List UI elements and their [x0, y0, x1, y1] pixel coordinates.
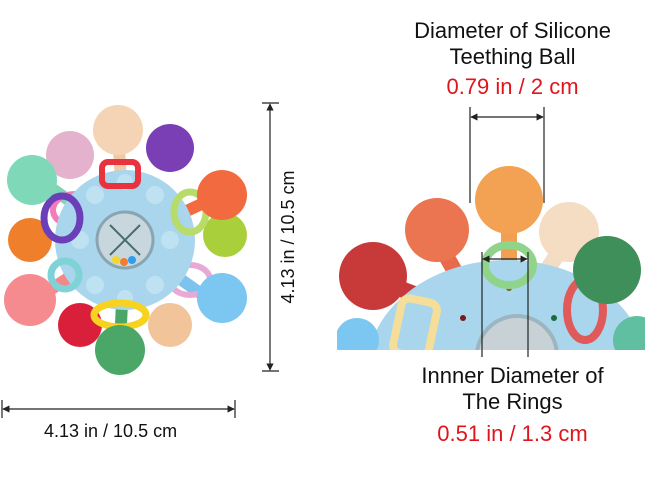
product-photo-full-ball — [0, 100, 250, 380]
ring-diameter-callout: Innner Diameter of The Rings 0.51 in / 1… — [380, 363, 645, 447]
ball-diameter-title-line2: Teething Ball — [449, 44, 576, 69]
height-dimension-label: 4.13 in / 10.5 cm — [278, 170, 298, 304]
ring-diameter-title-line1: Innner Diameter of — [421, 363, 604, 388]
ring-diameter-title-line2: The Rings — [462, 389, 563, 414]
ball-diameter-value: 0.79 in / 2 cm — [446, 74, 579, 99]
ball-diameter-callout: Diameter of Silicone Teething Ball 0.79 … — [380, 18, 645, 100]
closeup-illustration — [337, 166, 645, 350]
ring-diameter-value: 0.51 in / 1.3 cm — [437, 421, 588, 446]
width-dimension-label: 4.13 in / 10.5 cm — [44, 421, 178, 441]
ball-diameter-title-line1: Diameter of Silicone — [414, 18, 611, 43]
teething-ball-illustration — [4, 105, 247, 375]
product-photo-closeup — [337, 160, 645, 350]
